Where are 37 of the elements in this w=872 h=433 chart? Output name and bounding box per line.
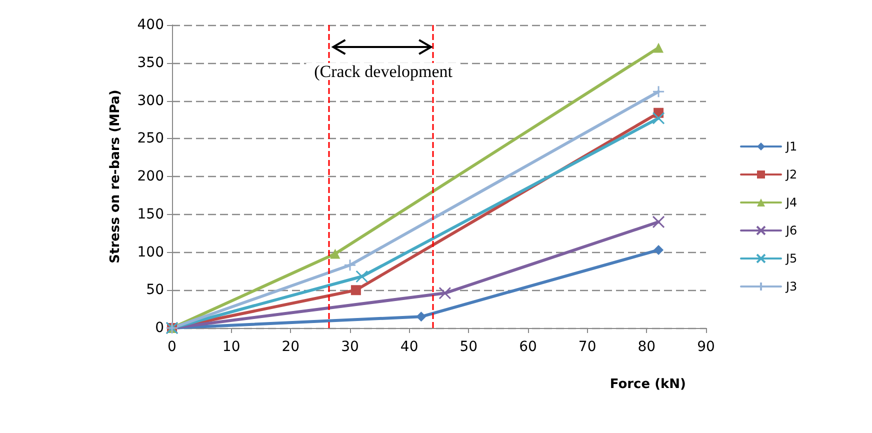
point — [356, 270, 368, 283]
y-tick-label: 150 — [137, 206, 164, 222]
y-tick-label: 50 — [146, 282, 164, 298]
y-tick-label: 400 — [137, 17, 164, 33]
point — [652, 85, 665, 98]
legend-label: J6 — [785, 224, 798, 238]
x-tick-label: 40 — [400, 339, 418, 355]
point — [652, 112, 665, 124]
point — [438, 286, 452, 300]
x-tick-label: 80 — [638, 339, 656, 355]
point — [416, 312, 426, 322]
y-tick-label: 350 — [137, 54, 164, 71]
point — [652, 216, 665, 228]
legend-label: J4 — [785, 196, 798, 210]
x-tick-label: 20 — [282, 339, 300, 355]
legend-label: J5 — [785, 252, 798, 266]
x-tick-label: 50 — [460, 339, 478, 355]
y-tick-label: 300 — [137, 92, 164, 109]
x-tick-label: 90 — [697, 339, 715, 355]
y-tick-label: 100 — [137, 244, 164, 260]
point — [350, 285, 361, 296]
x-tick-label: 10 — [222, 339, 240, 355]
x-axis-title: Force (kN) — [610, 377, 686, 392]
x-tick-label: 0 — [168, 339, 176, 355]
y-tick-label: 0 — [155, 320, 164, 336]
y-tick-label: 200 — [137, 168, 164, 184]
point — [344, 258, 356, 272]
y-axis-title: Stress on re-bars (MPa) — [108, 90, 123, 264]
point — [654, 244, 664, 255]
annotation: (Crack development — [314, 62, 453, 81]
x-tick-label: 30 — [341, 339, 359, 355]
legend-label: J2 — [785, 168, 798, 182]
y-tick-label: 250 — [137, 130, 164, 147]
x-tick-label: 70 — [578, 339, 596, 355]
legend-label: J3 — [785, 280, 798, 294]
x-tick-label: 60 — [519, 339, 537, 355]
legend-label: J1 — [785, 140, 798, 154]
